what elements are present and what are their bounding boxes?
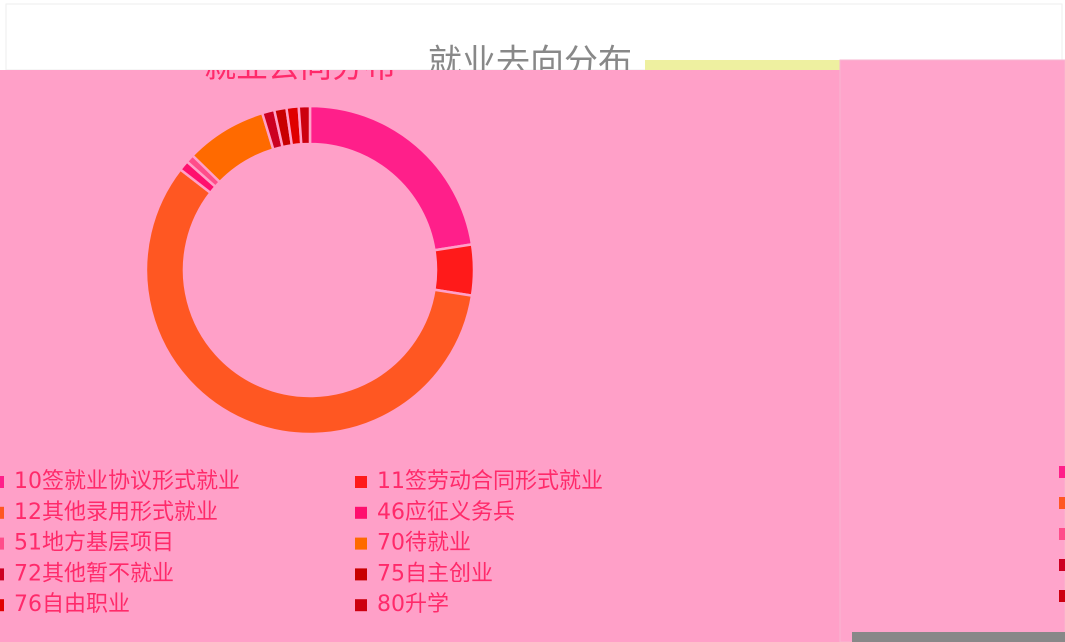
legend-marker	[355, 568, 367, 581]
side-mark	[1059, 590, 1065, 602]
legend-label: 10签就业协议形式就业	[14, 469, 240, 494]
donut-slice	[433, 242, 476, 298]
legend-label: 76自由职业	[14, 592, 130, 617]
legend-marker	[355, 506, 367, 519]
legend-label: 51地方基层项目	[14, 531, 174, 556]
legend-marker	[355, 476, 367, 488]
side-mark	[1059, 497, 1065, 509]
top-strip	[5, 3, 1063, 71]
side-mark	[1059, 466, 1065, 478]
side-mark	[1059, 559, 1065, 571]
legend-label: 46应征义务兵	[377, 500, 515, 525]
donut-slice	[297, 104, 312, 146]
legend-marker	[0, 568, 4, 581]
legend-marker	[0, 506, 4, 519]
legend-marker	[355, 599, 367, 612]
legend-marker	[0, 476, 4, 488]
legend-label: 11签劳动合同形式就业	[377, 469, 603, 494]
title-clip: 就业去向分布	[204, 47, 396, 85]
scroll-bar	[852, 632, 1065, 642]
donut-slice	[144, 167, 474, 436]
legend-label: 75自主创业	[377, 561, 493, 586]
legend-marker	[0, 599, 4, 612]
legend-label: 70待就业	[377, 531, 471, 556]
side-mark	[1059, 528, 1065, 540]
glitch-strip	[645, 60, 855, 70]
legend-label: 80升学	[377, 592, 449, 617]
legend-marker	[355, 537, 367, 550]
legend-label: 72其他暂不就业	[14, 561, 174, 586]
side-panel	[839, 59, 1065, 642]
chart-title: 就业去向分布	[204, 47, 396, 85]
legend-label: 12其他录用形式就业	[14, 500, 218, 525]
legend-marker	[0, 537, 4, 550]
